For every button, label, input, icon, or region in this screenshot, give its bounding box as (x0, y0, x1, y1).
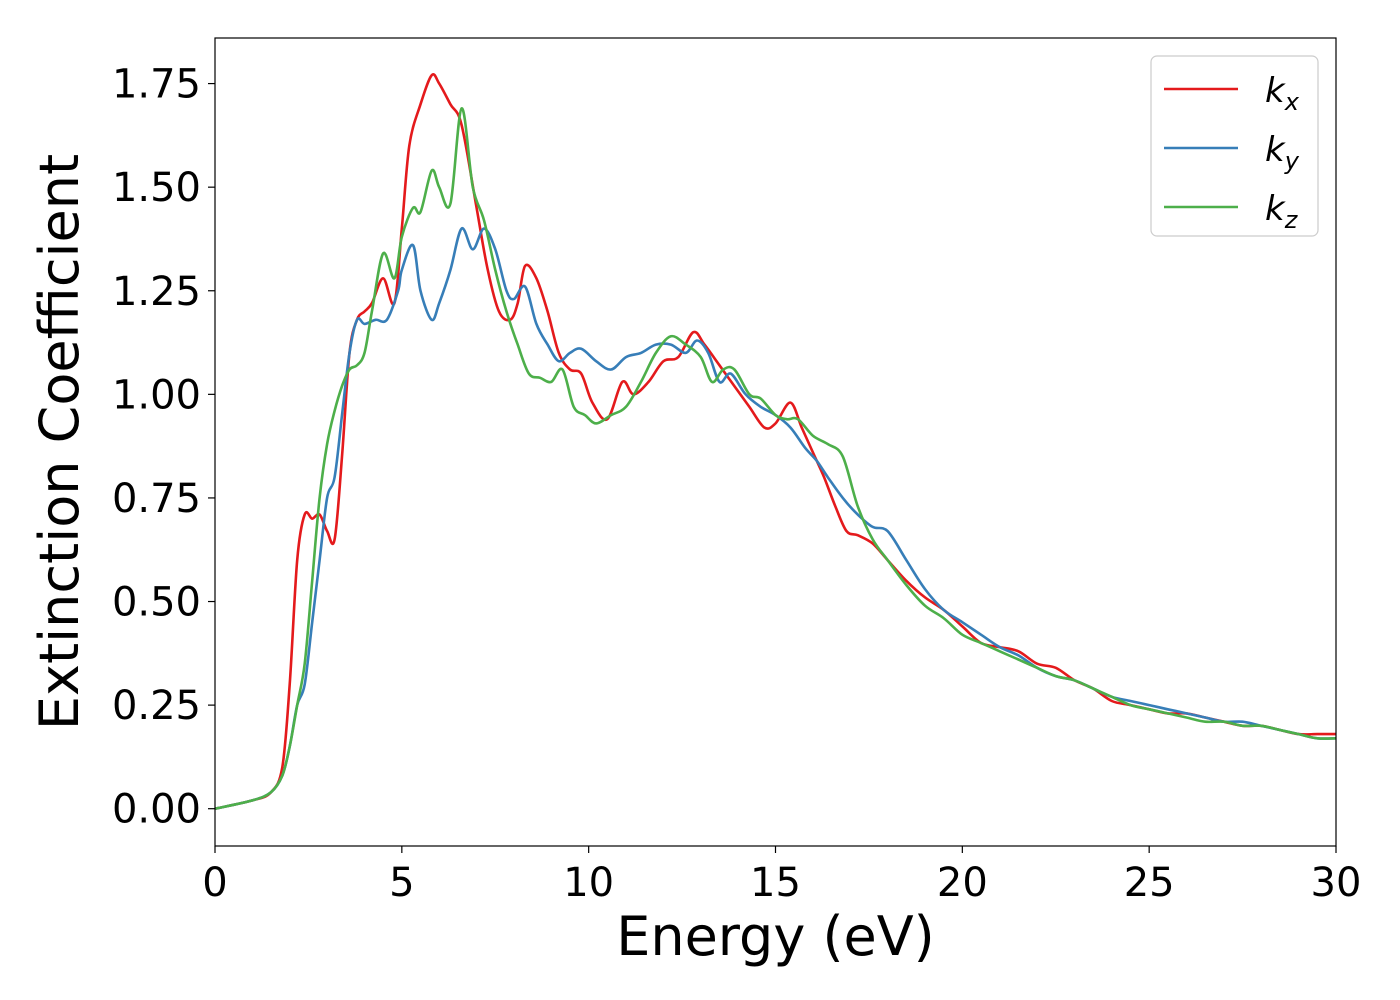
x-tick-label: 10 (563, 860, 614, 906)
x-axis-ticks: 0 5 10 15 20 25 30 (202, 846, 1361, 906)
y-tick-label: 0.50 (112, 580, 201, 626)
y-tick-label: 1.00 (112, 372, 201, 418)
y-axis-ticks: 0.00 0.25 0.50 0.75 1.00 1.25 1.50 1.75 (112, 62, 215, 833)
x-tick-label: 0 (202, 860, 227, 906)
x-tick-label: 15 (750, 860, 801, 906)
y-tick-label: 0.25 (112, 683, 201, 729)
x-tick-label: 20 (937, 860, 988, 906)
x-tick-label: 5 (389, 860, 414, 906)
y-tick-label: 0.00 (112, 787, 201, 833)
plot-lines (215, 73, 1336, 810)
y-tick-label: 0.75 (112, 476, 201, 522)
x-tick-label: 25 (1124, 860, 1175, 906)
legend-label-kx: kx (1265, 71, 1300, 116)
series-line-ky (215, 227, 1336, 810)
legend-box (1150, 55, 1319, 237)
legend-label-ky: ky (1265, 130, 1300, 175)
x-axis-label: Energy (eV) (616, 905, 935, 968)
y-tick-label: 1.25 (112, 269, 201, 315)
legend: kx ky kz (1150, 55, 1319, 237)
x-tick-label: 30 (1311, 860, 1362, 906)
y-axis-label: Extinction Coefficient (28, 154, 91, 730)
y-tick-label: 1.75 (112, 62, 201, 108)
series-line-kz (215, 107, 1336, 810)
legend-label-kz: kz (1265, 189, 1299, 234)
y-tick-label: 1.50 (112, 165, 201, 211)
